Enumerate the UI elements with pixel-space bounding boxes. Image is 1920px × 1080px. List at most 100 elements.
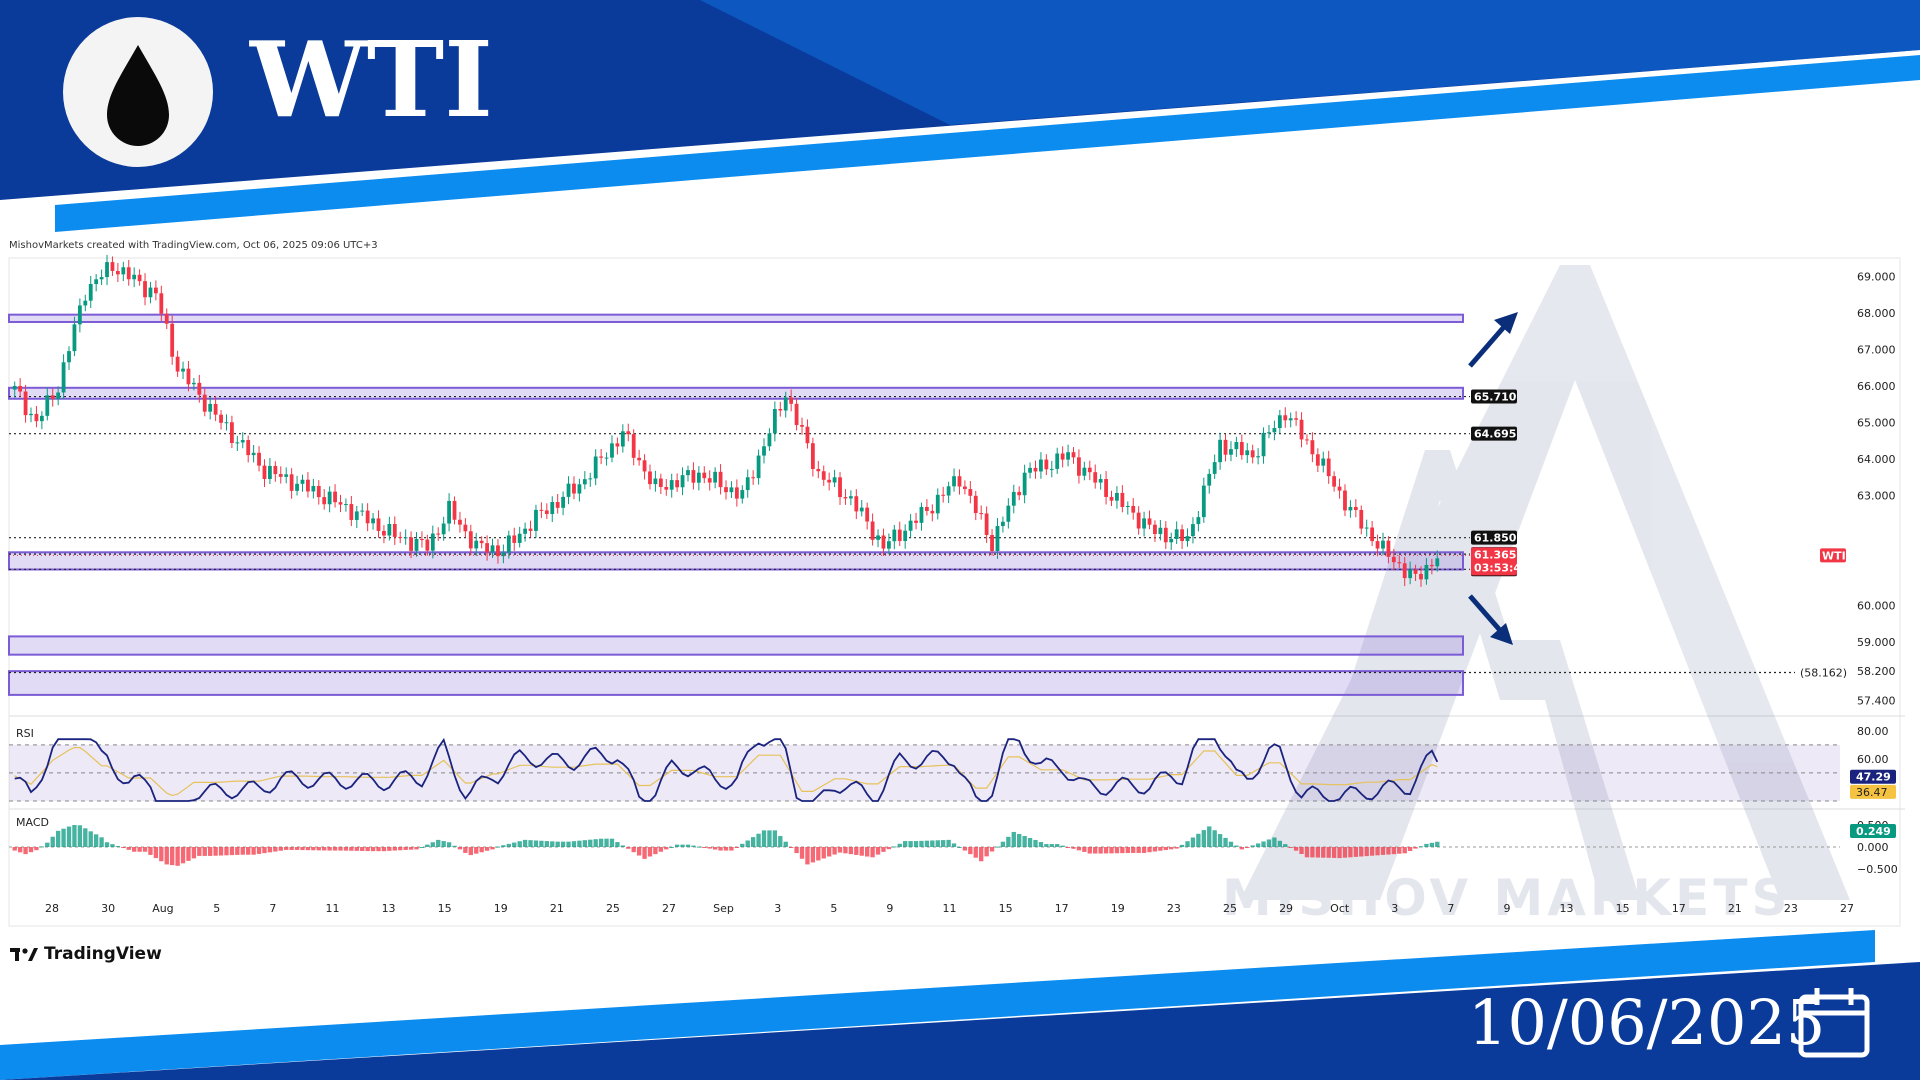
x-tick-27: 13 — [1560, 902, 1574, 915]
macd-bar — [1283, 844, 1288, 847]
macd-bar — [1310, 847, 1315, 858]
macd-bar — [208, 847, 213, 856]
macd-bar — [962, 847, 968, 851]
candle-body — [289, 474, 294, 491]
candle-body — [577, 484, 582, 494]
rsi-value-tag — [1850, 769, 1896, 784]
symbol-tag — [1820, 548, 1846, 563]
macd-bar — [1337, 847, 1342, 859]
candle-body — [1147, 518, 1152, 525]
macd-bar — [1109, 847, 1114, 854]
macd-bar — [620, 845, 626, 847]
candle-body — [984, 513, 989, 535]
macd-bar — [506, 843, 511, 847]
candle-body — [876, 535, 880, 540]
macd-bar — [414, 847, 419, 850]
macd-bar — [848, 847, 854, 855]
candle-body — [1104, 479, 1108, 497]
macd-bar — [593, 839, 598, 847]
macd-bar — [892, 846, 897, 848]
candle-body — [1288, 418, 1293, 421]
candle-body — [246, 440, 251, 456]
symbol-tag-text: WTI — [1822, 549, 1846, 562]
macd-bar — [615, 842, 620, 847]
macd-bar — [702, 847, 707, 848]
macd-bar — [1326, 847, 1331, 858]
candle-body — [1163, 527, 1168, 543]
macd-bar — [588, 839, 593, 847]
macd-bar — [528, 840, 533, 847]
macd-bar — [550, 841, 555, 847]
candle-body — [582, 479, 587, 485]
candle-body — [72, 324, 77, 352]
macd-bar — [924, 840, 930, 847]
candle-body — [935, 494, 940, 514]
x-tick-3: 5 — [213, 902, 220, 915]
candle-body — [273, 465, 278, 475]
macd-bar — [783, 841, 788, 847]
macd-bar — [1190, 837, 1196, 847]
macd-bar — [1353, 847, 1359, 857]
candle-body — [1125, 505, 1130, 508]
macd-bar — [560, 841, 566, 847]
macd-bar — [1179, 844, 1185, 847]
x-tick-32: 27 — [1840, 902, 1854, 915]
candle-body — [572, 483, 576, 494]
macd-bar — [1359, 847, 1364, 857]
candle-body — [110, 262, 115, 271]
tradingview-logo: TradingView — [10, 944, 162, 964]
macd-bar — [1234, 845, 1239, 847]
candle-body — [973, 495, 978, 514]
candle-body — [859, 507, 864, 512]
macd-bar — [756, 833, 761, 847]
macd-bar — [28, 847, 34, 853]
candle-body — [392, 523, 397, 537]
candle-body — [153, 287, 158, 294]
candle-body — [566, 483, 571, 497]
level-tag-text-2: 61.850 — [1474, 532, 1517, 545]
macd-bar — [1163, 847, 1168, 851]
macd-bar — [1147, 847, 1152, 853]
candle-body — [1348, 506, 1353, 511]
candle-body — [1353, 506, 1358, 510]
candle-body — [718, 471, 723, 488]
candle-body — [1272, 428, 1277, 433]
candle-body — [892, 529, 897, 542]
macd-bar — [246, 847, 251, 855]
candle-body — [512, 535, 517, 543]
macd-bar — [398, 847, 403, 851]
candle-body — [333, 491, 337, 503]
macd-bar — [788, 847, 794, 848]
candle-body — [1305, 439, 1309, 441]
macd-bar — [1245, 847, 1250, 848]
macd-bar — [734, 847, 740, 848]
candle-body — [143, 281, 147, 298]
date-label: 10/06/2025 — [1468, 986, 1826, 1059]
macd-histogram — [12, 825, 1440, 866]
y-tick-1: 68.000 — [1857, 307, 1896, 320]
macd-bar — [729, 847, 734, 851]
candle-body — [620, 431, 625, 447]
macd-bar — [175, 847, 180, 866]
candle-body — [1413, 569, 1418, 574]
candle-body — [1044, 459, 1049, 470]
macd-bar — [251, 847, 256, 855]
candle-body — [284, 474, 289, 477]
last-price-text: 61.365 — [1474, 548, 1516, 561]
level-tag-text-1: 64.695 — [1474, 428, 1516, 441]
watermark-triangle — [1240, 265, 1850, 900]
macd-bar — [1038, 842, 1044, 847]
macd-bar — [577, 840, 582, 847]
macd-bar — [968, 847, 973, 855]
candle-body — [262, 465, 267, 479]
candle-body — [637, 457, 642, 461]
candle-body — [88, 283, 93, 301]
candle-body — [1158, 527, 1163, 535]
candle-body — [881, 535, 886, 549]
candle-body — [506, 535, 511, 553]
x-tick-1: 30 — [101, 902, 115, 915]
zone-3 — [8, 635, 1464, 656]
last-price-tag — [1471, 547, 1517, 576]
candle-body — [610, 443, 614, 458]
